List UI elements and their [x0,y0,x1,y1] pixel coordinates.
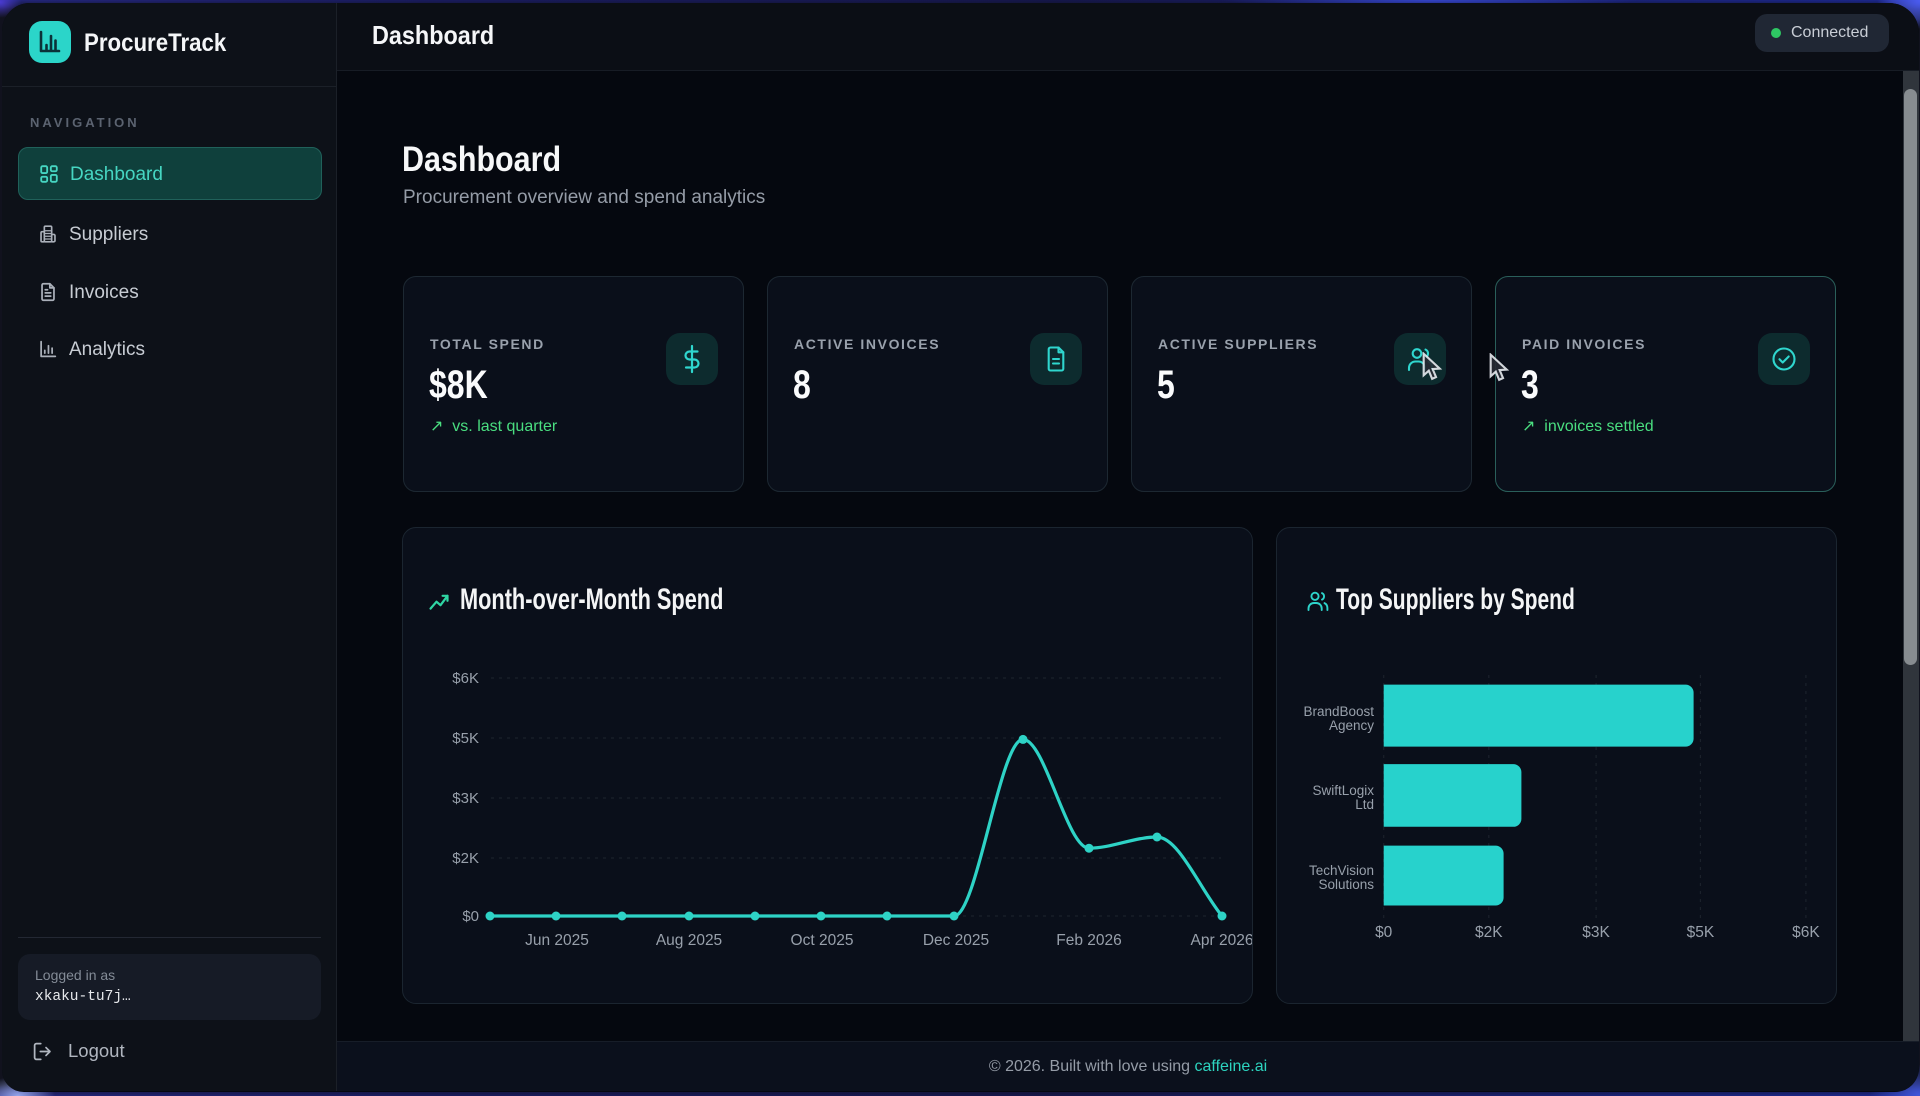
svg-text:$0: $0 [1375,924,1393,941]
svg-text:Aug 2025: Aug 2025 [656,932,722,949]
svg-text:Solutions: Solutions [1318,877,1374,892]
svg-text:$0: $0 [462,908,479,925]
svg-text:Apr 2026: Apr 2026 [1191,932,1252,949]
svg-text:$5K: $5K [452,730,479,747]
svg-text:$6K: $6K [1792,924,1820,941]
svg-text:$5K: $5K [1687,924,1715,941]
svg-text:TechVision: TechVision [1309,863,1374,878]
svg-text:Agency: Agency [1329,718,1374,733]
svg-text:Dec 2025: Dec 2025 [923,932,989,949]
svg-text:Oct 2025: Oct 2025 [791,932,854,949]
svg-text:$6K: $6K [452,670,479,687]
svg-text:BrandBoost: BrandBoost [1303,704,1374,719]
svg-text:SwiftLogix: SwiftLogix [1312,783,1374,798]
svg-text:Feb 2026: Feb 2026 [1056,932,1122,949]
svg-text:Ltd: Ltd [1355,797,1374,812]
svg-text:$2K: $2K [1475,924,1503,941]
svg-text:$3K: $3K [1582,924,1610,941]
svg-text:$2K: $2K [452,850,479,867]
svg-text:$3K: $3K [452,790,479,807]
svg-text:Jun 2025: Jun 2025 [525,932,589,949]
